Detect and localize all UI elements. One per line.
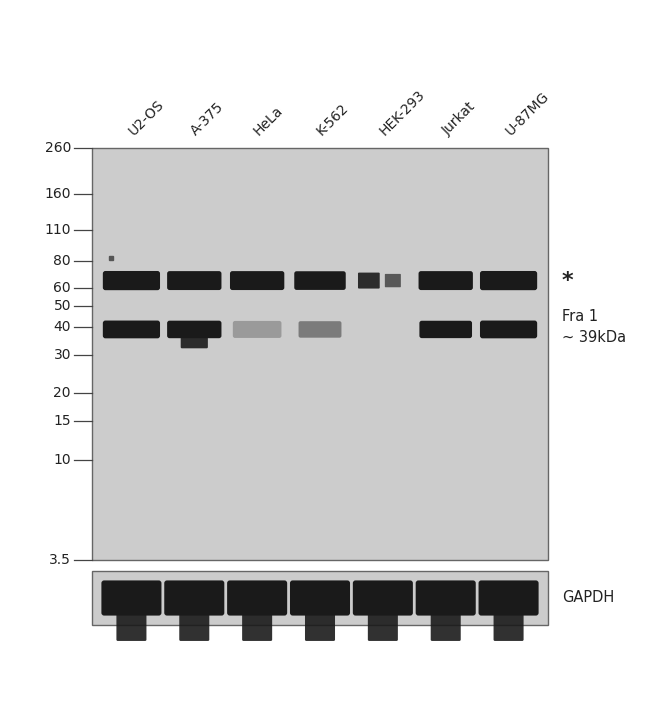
Text: U2-OS: U2-OS — [125, 97, 166, 138]
Text: Fra 1
~ 39kDa: Fra 1 ~ 39kDa — [562, 310, 626, 346]
FancyBboxPatch shape — [116, 602, 146, 641]
FancyBboxPatch shape — [298, 321, 341, 338]
FancyBboxPatch shape — [431, 602, 461, 641]
FancyBboxPatch shape — [227, 580, 287, 616]
FancyBboxPatch shape — [368, 602, 398, 641]
FancyBboxPatch shape — [101, 580, 161, 616]
FancyBboxPatch shape — [242, 602, 272, 641]
Text: HeLa: HeLa — [252, 103, 286, 138]
FancyBboxPatch shape — [305, 602, 335, 641]
FancyBboxPatch shape — [353, 580, 413, 616]
FancyBboxPatch shape — [103, 271, 160, 290]
Text: GAPDH: GAPDH — [562, 590, 614, 605]
FancyBboxPatch shape — [480, 320, 537, 339]
FancyBboxPatch shape — [167, 271, 222, 290]
FancyBboxPatch shape — [103, 320, 160, 339]
Text: 260: 260 — [45, 141, 71, 155]
Bar — [92, 148, 548, 560]
Text: K-562: K-562 — [314, 100, 352, 138]
Text: HEK-293: HEK-293 — [377, 87, 428, 138]
FancyBboxPatch shape — [164, 580, 224, 616]
Text: 3.5: 3.5 — [49, 553, 71, 567]
Text: 50: 50 — [53, 298, 71, 312]
FancyBboxPatch shape — [478, 580, 539, 616]
FancyBboxPatch shape — [290, 580, 350, 616]
FancyBboxPatch shape — [358, 273, 380, 288]
FancyBboxPatch shape — [493, 602, 524, 641]
FancyBboxPatch shape — [480, 271, 537, 290]
Text: 30: 30 — [53, 348, 71, 361]
Text: 15: 15 — [53, 414, 71, 428]
Text: 160: 160 — [44, 187, 71, 201]
FancyBboxPatch shape — [167, 321, 222, 338]
Text: A-375: A-375 — [188, 100, 227, 138]
Text: 80: 80 — [53, 254, 71, 268]
Text: 110: 110 — [44, 223, 71, 238]
FancyBboxPatch shape — [385, 274, 401, 287]
FancyBboxPatch shape — [233, 321, 281, 338]
FancyBboxPatch shape — [419, 321, 472, 338]
Text: 20: 20 — [53, 386, 71, 400]
FancyBboxPatch shape — [179, 602, 209, 641]
Text: 60: 60 — [53, 281, 71, 296]
FancyBboxPatch shape — [294, 271, 346, 290]
Bar — [92, 571, 548, 625]
Text: *: * — [562, 271, 573, 291]
Text: Jurkat: Jurkat — [440, 100, 478, 138]
FancyBboxPatch shape — [230, 271, 284, 290]
Text: 40: 40 — [53, 320, 71, 334]
FancyBboxPatch shape — [419, 271, 473, 290]
FancyBboxPatch shape — [416, 580, 476, 616]
Text: U-87MG: U-87MG — [502, 89, 552, 138]
FancyBboxPatch shape — [181, 331, 208, 349]
Text: 10: 10 — [53, 452, 71, 467]
